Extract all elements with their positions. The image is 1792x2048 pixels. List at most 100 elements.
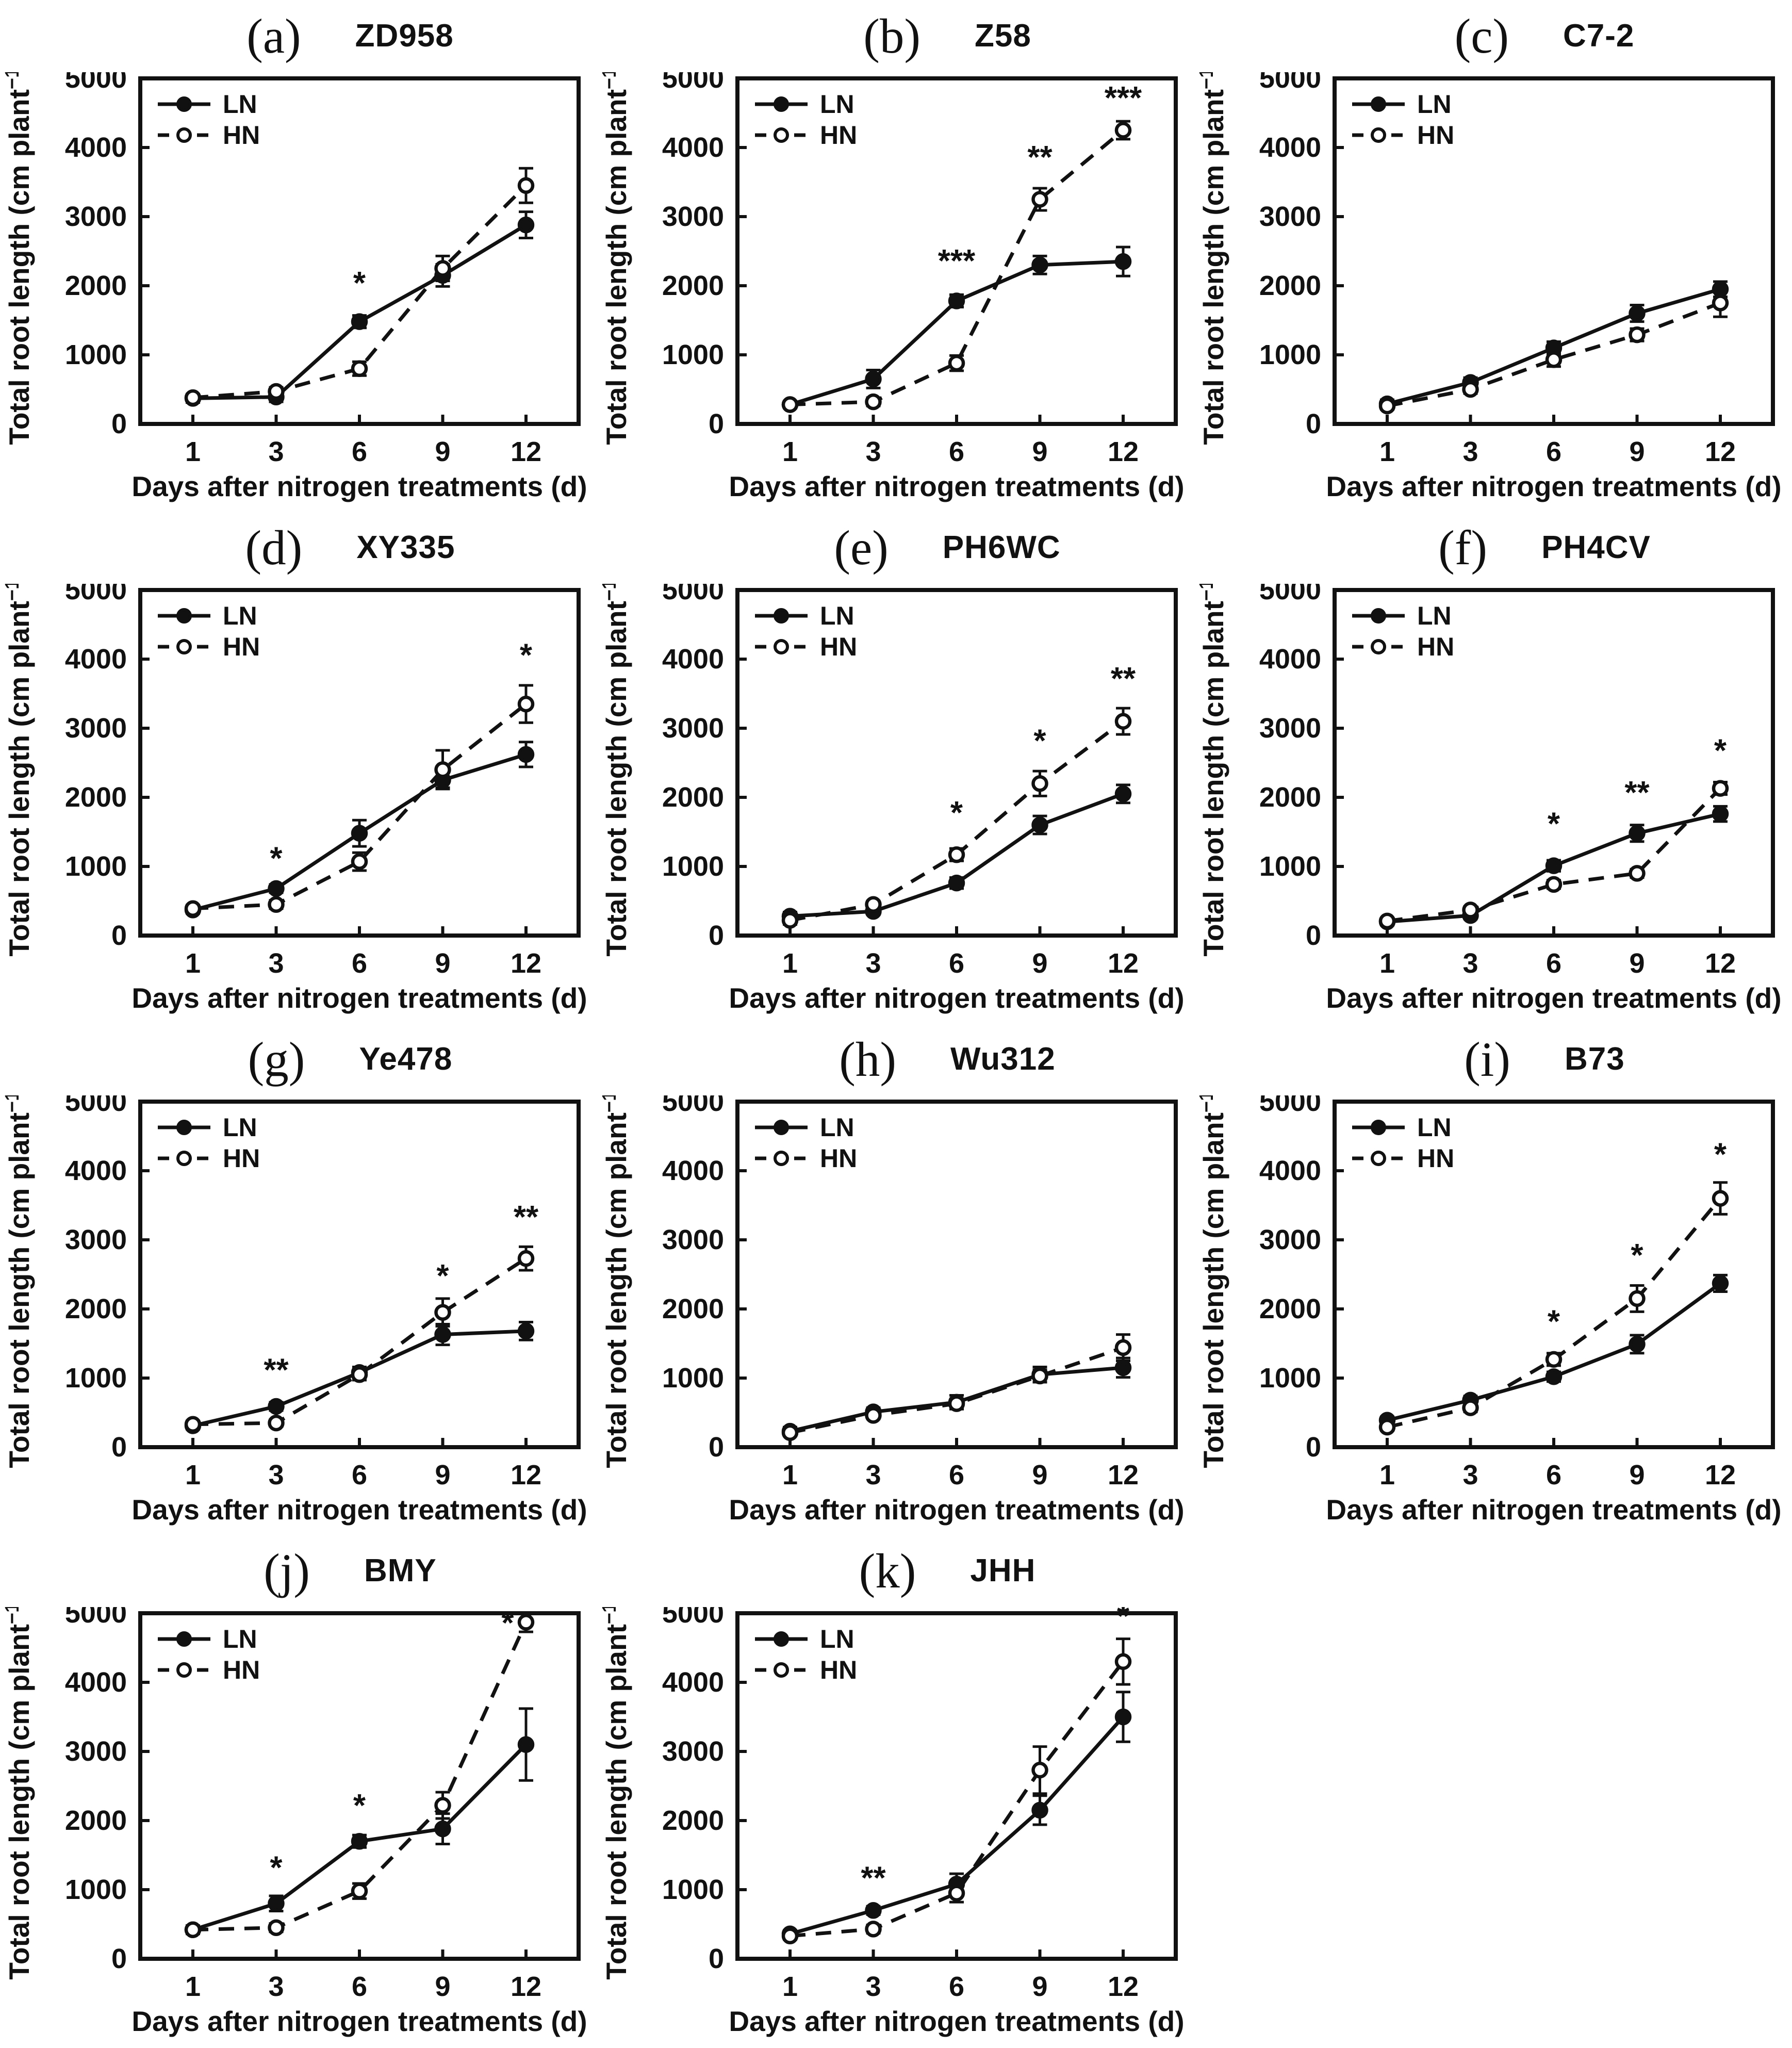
data-point — [948, 1395, 965, 1412]
data-point — [1462, 1399, 1479, 1416]
x-tick-label: 9 — [1629, 948, 1645, 979]
data-point — [351, 1832, 368, 1850]
data-point — [781, 1424, 799, 1441]
y-tick-label: 5000 — [1259, 72, 1321, 94]
x-tick-label: 9 — [1032, 1971, 1047, 2002]
significance-marker: *** — [1105, 80, 1142, 116]
x-tick-label: 12 — [1108, 1460, 1139, 1490]
x-axis-label: Days after nitrogen treatments (d) — [729, 1494, 1184, 1526]
panel-letter: (b) — [863, 8, 920, 63]
x-tick-label: 6 — [949, 1971, 964, 2002]
data-point — [1378, 912, 1396, 930]
y-tick-label: 1000 — [662, 851, 724, 882]
y-tick-label: 4000 — [65, 132, 127, 163]
significance-marker: * — [353, 1788, 366, 1824]
x-tick-label: 1 — [185, 436, 201, 467]
panel-letter: (i) — [1464, 1031, 1510, 1087]
significance-marker: * — [950, 795, 963, 831]
data-point — [517, 1614, 535, 1631]
panel-title: (i) B73 — [1194, 1023, 1791, 1095]
data-point — [268, 880, 285, 897]
y-tick-label: 2000 — [65, 270, 127, 301]
y-axis-label: Total root length (cm plant−1) — [2, 72, 35, 445]
plot-border — [1333, 76, 1775, 426]
panel-f: (f) PH4CV 0 1000 2000 3000 4000 5000 1 3 6 9 12 Day… — [1194, 512, 1791, 1023]
y-tick-label: 0 — [111, 1432, 127, 1463]
plot-border — [735, 1100, 1178, 1449]
y-tick-label: 3000 — [1259, 1224, 1321, 1255]
data-point — [865, 1921, 882, 1938]
y-tick-label: 2000 — [662, 1805, 724, 1836]
y-tick-label: 3000 — [662, 1736, 724, 1767]
y-tick-label: 1000 — [1259, 1363, 1321, 1394]
y-axis-label: Total root length (cm plant−1) — [2, 1607, 35, 1980]
x-tick-label: 3 — [865, 1460, 881, 1490]
x-axis-label: Days after nitrogen treatments (d) — [1326, 470, 1781, 502]
y-tick-label: 1000 — [65, 1363, 127, 1394]
panel-genotype: PH6WC — [942, 530, 1061, 565]
panel-title: (c) C7-2 — [1194, 0, 1791, 72]
y-tick-label: 4000 — [662, 644, 724, 675]
x-tick-label: 6 — [949, 948, 964, 979]
significance-marker: * — [1548, 1304, 1560, 1340]
significance-marker: * — [1714, 1137, 1727, 1172]
series-HN — [1378, 288, 1729, 415]
legend-marker — [1371, 639, 1386, 654]
significance-marker: ** — [1027, 140, 1053, 175]
plot-border — [735, 588, 1178, 938]
x-tick-label: 3 — [1462, 436, 1478, 467]
x-axis-label: Days after nitrogen treatments (d) — [131, 2005, 587, 2037]
y-axis-label: Total root length (cm plant−1) — [599, 72, 632, 445]
significance-marker: ** — [514, 1200, 539, 1235]
x-tick-label: 9 — [1032, 948, 1047, 979]
data-point — [517, 177, 535, 194]
y-tick-label: 0 — [709, 1432, 724, 1463]
significance-marker: * — [436, 1258, 449, 1294]
y-tick-label: 3000 — [662, 201, 724, 232]
data-point — [268, 1398, 285, 1415]
data-point — [781, 396, 799, 413]
y-tick-label: 4000 — [662, 132, 724, 163]
x-axis-label: Days after nitrogen treatments (d) — [131, 1494, 587, 1526]
data-point — [268, 1895, 285, 1912]
plot-border — [1333, 1100, 1775, 1449]
data-point — [1114, 1653, 1132, 1670]
y-tick-label: 3000 — [662, 1224, 724, 1255]
legend-label: LN — [223, 1113, 257, 1142]
panel-genotype: Ye478 — [359, 1041, 453, 1077]
x-tick-label: 1 — [1379, 1460, 1395, 1490]
x-tick-label: 3 — [268, 1460, 284, 1490]
panel-b: (b) Z58 0 1000 2000 3000 4000 5000 1 3 6 9 12 Days … — [597, 0, 1194, 512]
y-axis-label: Total root length (cm plant−1) — [1196, 72, 1229, 445]
data-point — [1114, 1339, 1132, 1356]
legend-label: LN — [820, 1113, 854, 1142]
data-point — [1378, 397, 1396, 415]
data-point — [1031, 775, 1048, 792]
significance-marker: ** — [861, 1861, 886, 1896]
y-axis-label: Total root length (cm plant−1) — [1196, 1095, 1229, 1468]
legend-marker — [176, 96, 192, 112]
y-tick-label: 4000 — [65, 644, 127, 675]
significance-marker: ** — [264, 1352, 289, 1388]
series-HN — [1378, 780, 1729, 930]
legend-label: LN — [820, 90, 854, 119]
x-tick-label: 3 — [1462, 1460, 1478, 1490]
y-tick-label: 1000 — [65, 851, 127, 882]
x-tick-label: 6 — [949, 1460, 964, 1490]
y-tick-label: 1000 — [65, 339, 127, 370]
y-tick-label: 3000 — [1259, 201, 1321, 232]
x-tick-label: 12 — [1108, 436, 1139, 467]
significance-marker: * — [520, 637, 533, 673]
legend-label: HN — [223, 632, 260, 661]
chart-svg-wu312: 0 1000 2000 3000 4000 5000 1 3 6 9 12 Days after ni… — [599, 1095, 1185, 1526]
x-tick-label: 12 — [1705, 1460, 1736, 1490]
legend-label: HN — [223, 1656, 260, 1684]
significance-marker: ** — [1111, 661, 1136, 697]
data-point — [1545, 351, 1563, 368]
data-point — [1545, 876, 1563, 893]
y-tick-label: 5000 — [65, 584, 127, 605]
